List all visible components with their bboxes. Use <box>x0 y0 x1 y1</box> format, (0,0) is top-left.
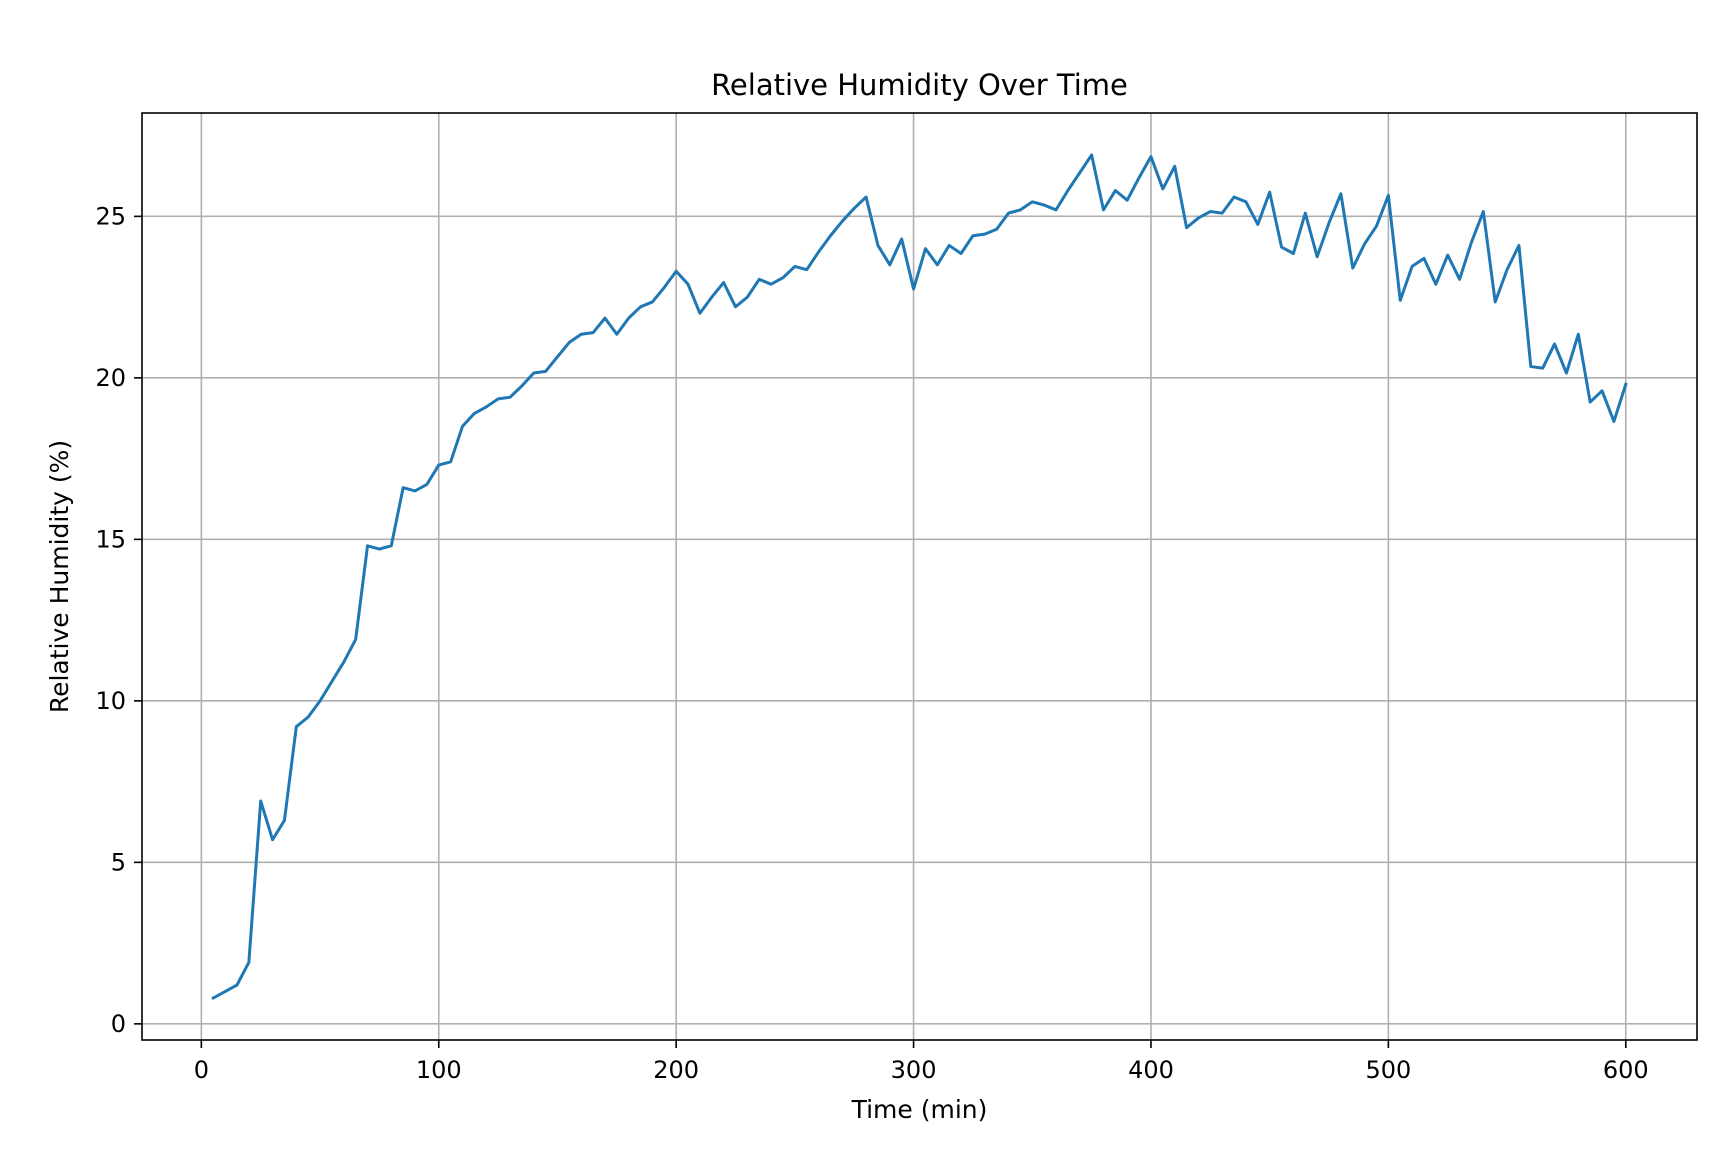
axis-ticks: 0 100 200 300 400 500 600 0 5 10 15 20 25 <box>95 202 1648 1084</box>
x-tick-label: 200 <box>653 1056 699 1084</box>
series-line <box>211 153 1628 1001</box>
y-tick-label: 15 <box>95 525 126 553</box>
grid-lines <box>142 113 1697 1040</box>
x-tick-label: 500 <box>1365 1056 1411 1084</box>
x-tick-label: 600 <box>1603 1056 1649 1084</box>
y-tick-label: 20 <box>95 364 126 392</box>
chart-title: Relative Humidity Over Time <box>711 68 1128 102</box>
x-tick-label: 0 <box>194 1056 209 1084</box>
y-tick-label: 0 <box>111 1010 126 1038</box>
series-layer <box>211 153 1628 1001</box>
y-tick-label: 5 <box>111 848 126 876</box>
plot-area-frame <box>141 112 1698 1041</box>
y-axis-label: Relative Humidity (%) <box>45 440 74 713</box>
x-tick-label: 100 <box>416 1056 462 1084</box>
y-tick-label: 10 <box>95 687 126 715</box>
x-axis-label: Time (min) <box>851 1095 988 1124</box>
x-tick-label: 300 <box>891 1056 937 1084</box>
y-tick-label: 25 <box>95 202 126 230</box>
x-tick-label: 400 <box>1128 1056 1174 1084</box>
